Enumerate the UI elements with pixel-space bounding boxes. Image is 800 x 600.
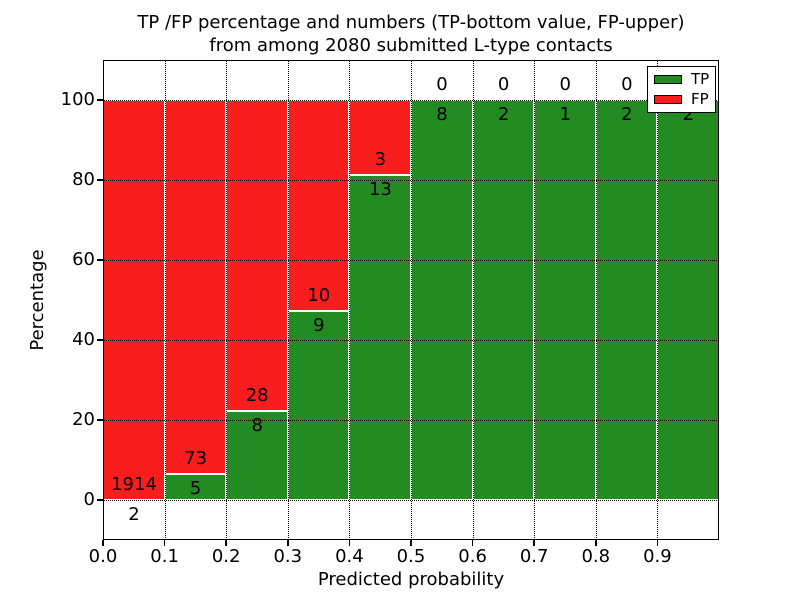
- bar-segment-tp: [411, 100, 473, 500]
- bar-label-tp: 8: [436, 104, 448, 125]
- gridline-vertical: [595, 60, 597, 540]
- bar-segment-tp: [349, 175, 411, 500]
- gridline-vertical: [287, 60, 289, 540]
- bar-label-tp: 2: [497, 104, 510, 125]
- y-tick-label: 100: [60, 89, 95, 110]
- gridline-vertical: [534, 60, 536, 540]
- legend-item: FP: [648, 89, 715, 108]
- x-tick-label: 0.5: [396, 546, 426, 567]
- x-tick-mark: [102, 540, 104, 546]
- y-tick-label: 80: [72, 169, 95, 190]
- chart-title-line1: TP /FP percentage and numbers (TP-bottom…: [137, 12, 685, 33]
- x-tick-label: 0.0: [88, 546, 118, 567]
- bar-label-tp: 5: [189, 478, 202, 500]
- y-tick-label: 0: [83, 489, 95, 510]
- x-tick-mark: [225, 540, 227, 546]
- bar-segment-fp: [103, 100, 165, 500]
- gridline-vertical: [411, 60, 412, 540]
- x-axis-label: Predicted probability: [317, 569, 505, 590]
- chart-title: TP /FP percentage and numbers (TP-bottom…: [103, 11, 719, 57]
- y-tick-label: 20: [72, 409, 95, 430]
- y-tick-mark: [97, 419, 103, 421]
- bar-label-tp: 2: [621, 104, 633, 125]
- gridline-vertical: [226, 60, 228, 540]
- bar-segment-fp: [287, 100, 350, 311]
- x-tick-label: 0.4: [335, 546, 364, 567]
- x-tick-label: 0.8: [581, 546, 611, 567]
- bar-label-fp: 28: [245, 385, 269, 407]
- gridline-vertical: [657, 60, 659, 540]
- legend-swatch-tp: [654, 75, 682, 85]
- x-tick-mark: [163, 540, 166, 546]
- bar-segment-tp: [472, 100, 535, 500]
- bar-label-fp: 73: [184, 448, 208, 470]
- x-tick-mark: [471, 540, 474, 546]
- gridline-vertical: [472, 60, 474, 540]
- x-tick-mark: [410, 540, 412, 546]
- legend-item: TP: [648, 71, 715, 88]
- bar-segment-tp: [287, 310, 350, 500]
- bar-label-tp: 13: [368, 179, 392, 200]
- bar-label-tp: 9: [313, 314, 325, 336]
- x-tick-label: 0.2: [211, 546, 241, 567]
- x-tick-label: 0.1: [150, 546, 179, 567]
- plot-area: 191427352881093130802010202: [103, 60, 719, 540]
- bar-segment-tp: [534, 100, 596, 500]
- x-tick-label: 0.9: [643, 546, 672, 567]
- x-tick-mark: [656, 540, 659, 546]
- bar-label-fp: 0: [621, 74, 633, 95]
- bar-label-fp: 10: [307, 284, 331, 306]
- bar-label-tp: 1: [559, 104, 571, 125]
- legend-label: TP: [691, 70, 710, 89]
- bar-label-tp: 2: [682, 104, 695, 125]
- bar-label-tp: 8: [251, 415, 263, 437]
- y-tick-mark: [97, 99, 103, 101]
- y-tick-mark: [97, 259, 103, 261]
- x-tick-mark: [533, 540, 535, 546]
- y-tick-label: 40: [72, 329, 95, 350]
- x-tick-label: 0.6: [458, 546, 487, 567]
- y-axis-label: Percentage: [27, 249, 48, 351]
- bar-segment-tp: [595, 100, 658, 500]
- gridline-vertical: [349, 60, 351, 540]
- y-tick-mark: [97, 339, 103, 341]
- bar-label-fp: 1914: [111, 473, 157, 495]
- bar-label-fp: 0: [497, 74, 510, 95]
- x-tick-label: 0.3: [273, 546, 303, 567]
- chart-title-line2: from among 2080 submitted L-type contact…: [209, 35, 613, 56]
- x-tick-mark: [287, 540, 289, 546]
- bar-label-fp: 0: [436, 74, 448, 95]
- legend-label: FP: [691, 89, 709, 108]
- legend: TP FP: [647, 66, 716, 113]
- bar-label-fp: 3: [374, 149, 387, 170]
- y-tick-mark: [97, 179, 103, 181]
- gridline-vertical: [164, 60, 166, 540]
- bar-segment-fp: [226, 100, 288, 412]
- y-tick-mark: [97, 499, 103, 501]
- bar-label-tp: 2: [128, 503, 140, 525]
- bar-label-fp: 0: [559, 74, 571, 95]
- bar-segment-tp: [657, 100, 719, 500]
- x-tick-mark: [348, 540, 351, 546]
- y-tick-label: 60: [72, 249, 95, 270]
- x-tick-mark: [595, 540, 597, 546]
- x-tick-label: 0.7: [519, 546, 549, 567]
- legend-swatch-fp: [654, 94, 682, 104]
- bar-segment-fp: [164, 100, 227, 475]
